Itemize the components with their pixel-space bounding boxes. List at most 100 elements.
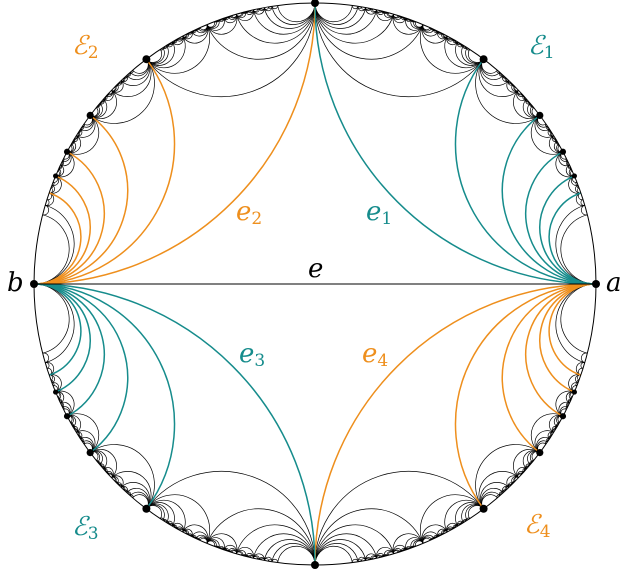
geodesic-arc [146, 494, 210, 544]
geodesic-arc [414, 540, 424, 547]
label-script-e1: ℰ1 [528, 31, 555, 63]
label-e3: e3 [239, 339, 266, 371]
geodesic-arc [376, 9, 395, 22]
geodesic-arc [539, 283, 597, 393]
ideal-vertex-dot [86, 111, 94, 119]
label-e1: e1 [366, 197, 393, 229]
geodesic-arc [421, 24, 448, 44]
geodesic-arc [580, 204, 588, 216]
geodesic-arc [252, 533, 316, 566]
geodesic-arc [146, 470, 316, 566]
ideal-vertex-dot [63, 413, 71, 420]
geodesic-arc [206, 533, 238, 554]
geodesic-arc [277, 2, 316, 23]
teal-geodesic [33, 283, 316, 566]
geodesic-arc [235, 9, 254, 22]
teal-geodesic [539, 175, 597, 285]
geodesic-arc [314, 2, 378, 35]
geodesic-arc [42, 352, 50, 364]
geodesic-arc [206, 21, 216, 28]
geodesic-arc [420, 494, 484, 544]
geodesic-arc [530, 413, 564, 453]
ideal-vertex-dot [559, 148, 567, 155]
geodesic-arc [146, 499, 186, 533]
geodesic-arc [146, 2, 316, 98]
ideal-vertex-dot [536, 111, 544, 119]
teal-geodesic [314, 2, 597, 285]
geodesic-arc [206, 508, 316, 566]
geodesic-arc [421, 524, 448, 544]
label-e4: e4 [362, 339, 389, 371]
geodesic-arc [392, 14, 424, 35]
label-a: a [606, 268, 621, 298]
teal-geodesic [501, 114, 597, 285]
geodesic-arc [513, 89, 541, 120]
teal-geodesic [33, 283, 82, 376]
geodesic-arc [314, 533, 378, 566]
geodesic-arc [55, 390, 75, 417]
geodesic-arc [475, 58, 541, 124]
label-b: b [7, 268, 24, 298]
teal-geodesic [33, 283, 176, 510]
geodesic-arc [314, 508, 424, 566]
geodesic-arc [89, 448, 117, 479]
ideal-vertices [30, 0, 600, 569]
ideal-vertex-dot [571, 389, 577, 395]
ideal-vertex-dot [86, 449, 94, 457]
ideal-vertex-dot [53, 389, 59, 395]
geodesic-arc [444, 35, 484, 69]
geodesic-arc [182, 24, 209, 44]
geodesic-arc [478, 58, 519, 97]
geodesic-arc [314, 545, 353, 566]
orange-geodesic [454, 283, 597, 510]
orange-geodesic [33, 192, 82, 285]
geodesic-arc [555, 151, 575, 178]
geodesic-arc [420, 24, 484, 74]
geodesic-arc [111, 471, 152, 510]
geodesic-arc [475, 444, 541, 510]
geodesic-arc [146, 24, 210, 74]
geodesic-arc [146, 35, 186, 69]
geodesic-arc [235, 524, 316, 566]
orange-geodesic [33, 2, 316, 285]
label-e2: e2 [236, 197, 263, 229]
geodesic-arc [206, 2, 316, 60]
teal-geodesic [454, 58, 597, 285]
ideal-vertex-dot [479, 55, 488, 64]
geodesic-arc [555, 390, 575, 417]
teal-geodesic [33, 283, 91, 393]
teal-geodesic [33, 283, 129, 454]
geodesic-arc [314, 524, 395, 566]
label-script-e2: ℰ2 [72, 31, 99, 63]
ideal-vertex-dot [311, 0, 319, 7]
orange-geodesic-family [33, 2, 597, 566]
geodesic-arc [42, 204, 50, 216]
geodesic-arc [206, 14, 238, 35]
geodesic-arc [560, 214, 597, 285]
ideal-vertex-dot [142, 55, 151, 64]
orange-geodesic [33, 151, 106, 285]
orange-geodesic [539, 283, 597, 393]
geodesic-arc [33, 283, 91, 393]
ideal-vertex-dot [311, 561, 319, 569]
orange-geodesic [33, 175, 91, 285]
geodesic-arc [66, 413, 100, 453]
orange-geodesic [314, 283, 597, 566]
geodesic-arc [89, 89, 117, 120]
geodesic-arc [182, 524, 209, 544]
orange-geodesic [33, 58, 176, 285]
geodesic-arc [66, 115, 100, 155]
geodesic-arc [314, 2, 353, 23]
orange-geodesic [548, 283, 597, 376]
label-e: e [308, 254, 324, 284]
ideal-vertex-dot [53, 173, 59, 179]
geodesic-arc [55, 151, 75, 178]
orange-geodesic [33, 114, 129, 285]
geodesic-arc [314, 2, 395, 44]
label-script-e3: ℰ3 [72, 512, 99, 544]
ideal-vertex-dot [571, 173, 577, 179]
geodesic-arc [376, 546, 395, 559]
ideal-vertex-dot [30, 280, 38, 288]
geodesic-arc [414, 21, 424, 28]
